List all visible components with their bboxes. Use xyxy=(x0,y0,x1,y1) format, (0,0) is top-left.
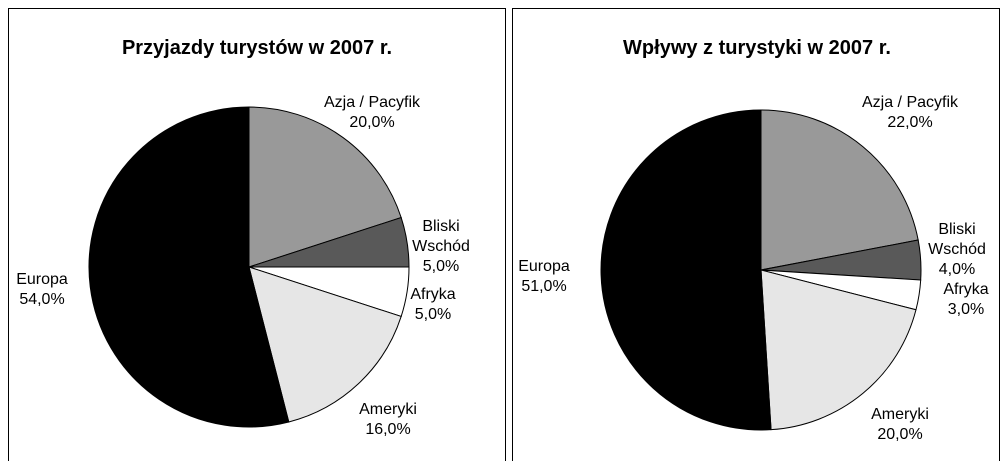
pie-slice xyxy=(760,109,919,271)
value-label: 51,0% xyxy=(521,278,567,295)
value-label: 5,0% xyxy=(414,306,452,323)
category-label: Afryka xyxy=(410,286,456,303)
value-label: 20,0% xyxy=(349,114,395,131)
value-label: 20,0% xyxy=(877,426,923,443)
category-label: Ameryki xyxy=(359,401,417,418)
pie-slice xyxy=(248,266,402,423)
value-label: 22,0% xyxy=(887,114,933,131)
value-label: 16,0% xyxy=(365,421,411,438)
slice-label: Afryka 3,0% xyxy=(926,280,1005,320)
chart-title: Wpływy z turystyki w 2007 r. xyxy=(623,37,891,59)
slice-label: Ameryki 20,0% xyxy=(860,405,940,445)
slice-label: Afryka 5,0% xyxy=(393,285,473,325)
value-label: 54,0% xyxy=(19,291,65,308)
slice-label: Europa 51,0% xyxy=(504,257,584,297)
category-label: Azja / Pacyfik xyxy=(861,94,959,111)
slice-label: Azja / Pacyfik 22,0% xyxy=(855,93,965,133)
category-label: Bliski Wschód xyxy=(928,221,986,258)
category-label: Afryka xyxy=(943,281,989,298)
value-label: 4,0% xyxy=(938,261,976,278)
slice-label: Azja / Pacyfik 20,0% xyxy=(317,93,427,133)
slice-label: Ameryki 16,0% xyxy=(348,400,428,440)
category-label: Bliski Wschód xyxy=(412,218,470,255)
value-label: 5,0% xyxy=(422,258,460,275)
pie-slice xyxy=(248,106,402,268)
pie-slice xyxy=(88,106,290,428)
pie-slice xyxy=(760,269,917,431)
slice-label: Bliski Wschód 4,0% xyxy=(922,220,992,280)
category-label: Europa xyxy=(518,258,570,275)
value-label: 3,0% xyxy=(947,301,985,318)
chart-frame xyxy=(512,8,1000,461)
slice-label: Bliski Wschód 5,0% xyxy=(406,217,476,277)
slice-label: Europa 54,0% xyxy=(2,270,82,310)
category-label: Europa xyxy=(16,271,68,288)
pie-slice xyxy=(600,109,772,431)
chart-frame xyxy=(8,8,506,461)
category-label: Ameryki xyxy=(871,406,929,423)
category-label: Azja / Pacyfik xyxy=(323,94,421,111)
chart-title: Przyjazdy turystów w 2007 r. xyxy=(122,37,392,59)
